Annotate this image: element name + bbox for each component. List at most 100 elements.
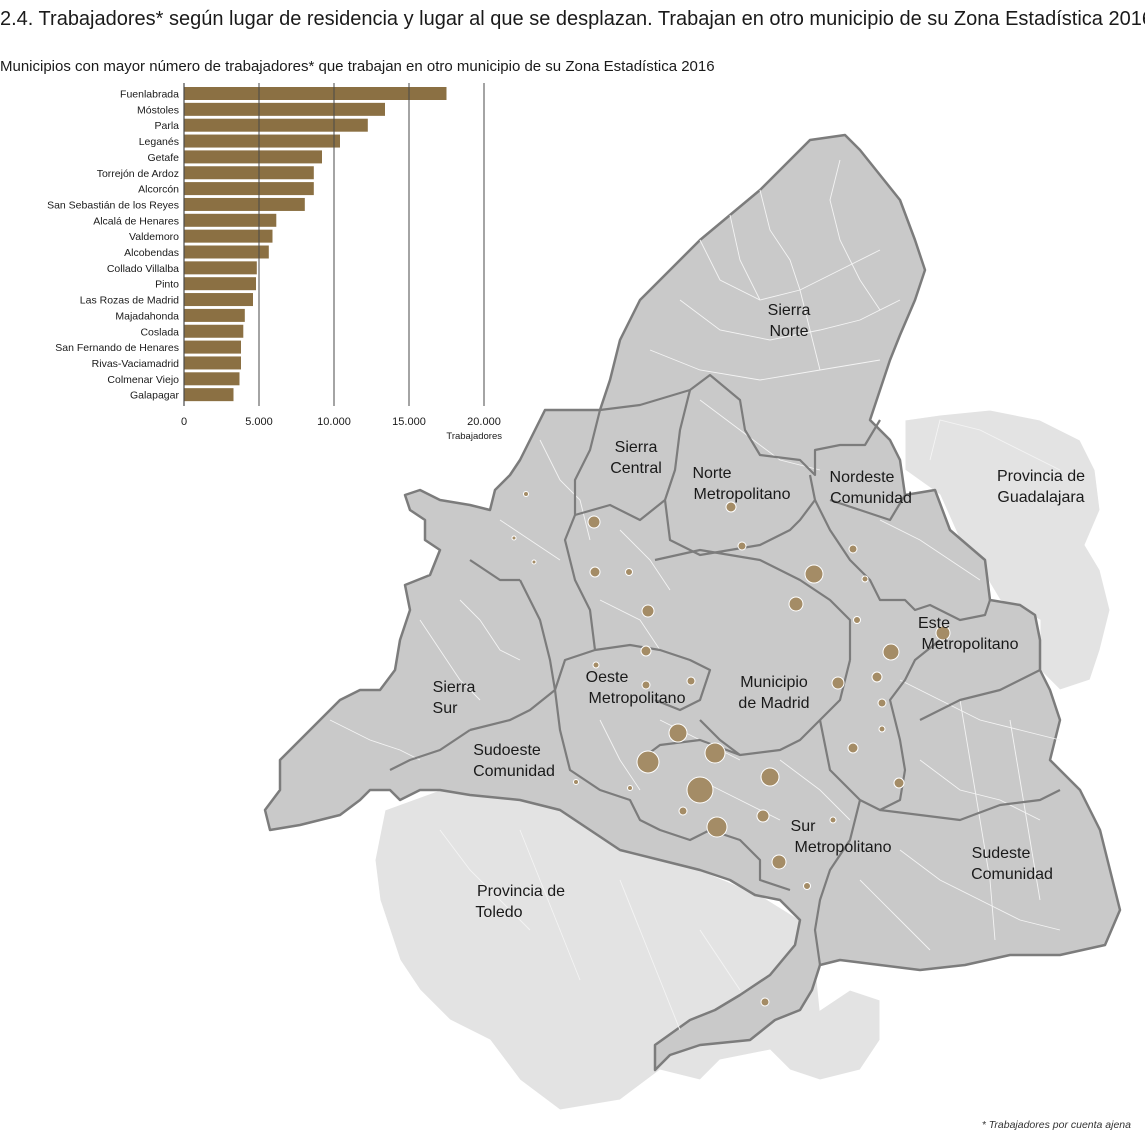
category-label: Parla — [154, 120, 179, 132]
bubble — [893, 777, 905, 789]
category-label: Majadahonda — [115, 310, 179, 322]
bar — [184, 372, 240, 386]
bubble — [627, 785, 633, 791]
bar — [184, 102, 385, 116]
zone-label-sur-metropolitano: Sur Metropolitano — [791, 818, 892, 856]
bar — [184, 134, 340, 148]
bubble — [804, 564, 824, 584]
zone-labels: Sierra Norte Sierra Central Norte Metropoli… — [433, 302, 1086, 921]
bubble — [668, 723, 688, 743]
bar — [184, 197, 305, 211]
bubble — [706, 816, 728, 838]
category-label: Torrejón de Ardoz — [97, 168, 179, 180]
tick-label: 5.000 — [245, 416, 273, 428]
category-label: Alcobendas — [124, 247, 179, 259]
category-label: Fuenlabrada — [120, 89, 179, 101]
chart-subtitle: Municipios con mayor número de trabajado… — [0, 58, 715, 75]
zone-borders — [389, 373, 1061, 966]
bubble — [756, 809, 770, 823]
zone-label-sierra-sur: Sierra Sur — [433, 679, 476, 717]
bar — [184, 118, 368, 132]
category-label: Alcorcón — [138, 184, 179, 196]
zone-label-oeste-metropolitano: Oeste Metropolitano — [586, 669, 686, 707]
bubble — [725, 501, 737, 513]
category-label: Rivas-Vaciamadrid — [92, 358, 179, 370]
bar — [184, 87, 447, 100]
bubble — [853, 616, 861, 624]
bar — [184, 150, 322, 164]
bubble — [803, 882, 811, 890]
bubble — [640, 645, 652, 657]
category-label: Las Rozas de Madrid — [80, 295, 179, 307]
page-title: 2.4. Trabajadores* según lugar de reside… — [0, 8, 1145, 30]
zone-label-sudeste-comunidad: Sudeste Comunidad — [971, 845, 1053, 883]
bubble — [686, 776, 714, 804]
bar — [184, 388, 234, 402]
category-label: San Sebastián de los Reyes — [47, 199, 179, 211]
province-label-guadalajara: Provincia de Guadalajara — [997, 468, 1085, 506]
category-label: Valdemoro — [129, 231, 179, 243]
bubble — [587, 515, 601, 529]
zone-label-nordeste-comunidad: Nordeste Comunidad — [830, 469, 912, 507]
zone-label-sierra-norte: Sierra Norte — [768, 302, 811, 340]
bar — [184, 356, 241, 370]
bubble — [636, 750, 660, 774]
bubble — [871, 671, 883, 683]
category-label: Leganés — [139, 136, 179, 148]
zone-label-municipio-de-madrid: Municipio de Madrid — [738, 674, 809, 712]
bubble — [861, 575, 869, 583]
x-axis-label: Trabajadores — [446, 431, 502, 442]
tick-label: 20.000 — [467, 416, 501, 428]
bar — [184, 340, 241, 354]
bubble — [641, 680, 651, 690]
bubble — [760, 997, 770, 1007]
bubble — [589, 566, 601, 578]
category-label: Alcalá de Henares — [93, 215, 179, 227]
category-label: Collado Villalba — [107, 263, 179, 275]
bar-chart: Fuenlabrada Móstoles Parla Leganés Getafe Tor… — [47, 83, 502, 442]
bubble — [573, 779, 579, 785]
bubble — [592, 661, 600, 669]
zone-label-sudoeste-comunidad: Sudoeste Comunidad — [473, 742, 555, 780]
bar — [184, 324, 244, 338]
bubble — [760, 767, 780, 787]
tick-label: 0 — [181, 416, 187, 428]
tick-label: 10.000 — [317, 416, 351, 428]
bar — [184, 182, 314, 196]
zone-label-norte-metropolitano: Norte Metropolitano — [692, 465, 790, 503]
municipality-borders — [329, 159, 1061, 1031]
bar — [184, 213, 277, 227]
bubble — [511, 535, 517, 541]
category-label: Colmenar Viejo — [107, 374, 179, 386]
bar — [184, 229, 273, 243]
bubble — [829, 816, 837, 824]
bubble — [847, 742, 859, 754]
footnote: * Trabajadores por cuenta ajena — [981, 1119, 1131, 1131]
bar — [184, 245, 269, 259]
bubble — [882, 643, 900, 661]
zone-label-sierra-central: Sierra Central — [610, 439, 662, 477]
bubble — [935, 625, 951, 641]
bubble — [678, 806, 688, 816]
bar — [184, 308, 245, 322]
bar — [184, 166, 314, 180]
bubble — [641, 604, 655, 618]
bubble — [625, 568, 633, 576]
bubble — [523, 491, 529, 497]
bubble — [878, 725, 886, 733]
category-label: Móstoles — [137, 104, 179, 116]
category-label: Getafe — [147, 152, 179, 164]
bubble — [771, 854, 787, 870]
bar — [184, 293, 253, 307]
bubble-layer — [511, 491, 951, 1007]
bubble — [531, 559, 537, 565]
province-label-toledo: Provincia de Toledo — [475, 883, 565, 921]
bubble — [737, 541, 747, 551]
zone-label-este-metropolitano: Este Metropolitano — [918, 615, 1019, 653]
bubble — [831, 676, 845, 690]
bubble — [704, 742, 726, 764]
category-label: Coslada — [140, 326, 179, 338]
category-label: Pinto — [155, 279, 179, 291]
bubble — [788, 596, 804, 612]
